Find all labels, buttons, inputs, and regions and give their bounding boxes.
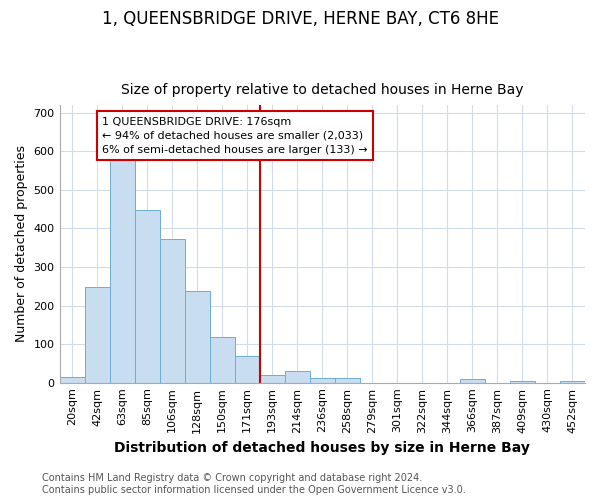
Text: 1 QUEENSBRIDGE DRIVE: 176sqm
← 94% of detached houses are smaller (2,033)
6% of : 1 QUEENSBRIDGE DRIVE: 176sqm ← 94% of de… [102,116,368,154]
Bar [160,240,185,382]
Bar [510,381,535,382]
Bar [310,378,335,382]
Bar [285,371,310,382]
Bar [560,381,585,382]
Y-axis label: Number of detached properties: Number of detached properties [15,146,28,342]
Bar [460,379,485,382]
Text: 1, QUEENSBRIDGE DRIVE, HERNE BAY, CT6 8HE: 1, QUEENSBRIDGE DRIVE, HERNE BAY, CT6 8H… [101,10,499,28]
Title: Size of property relative to detached houses in Herne Bay: Size of property relative to detached ho… [121,83,524,97]
Bar [110,157,134,382]
Bar [185,292,209,382]
Text: Contains HM Land Registry data © Crown copyright and database right 2024.
Contai: Contains HM Land Registry data © Crown c… [42,474,466,495]
Bar [85,287,110,382]
Bar [209,337,235,382]
Bar [260,375,285,382]
Bar [335,378,360,382]
Bar [59,377,85,382]
Bar [235,356,260,382]
X-axis label: Distribution of detached houses by size in Herne Bay: Distribution of detached houses by size … [115,441,530,455]
Bar [134,210,160,382]
